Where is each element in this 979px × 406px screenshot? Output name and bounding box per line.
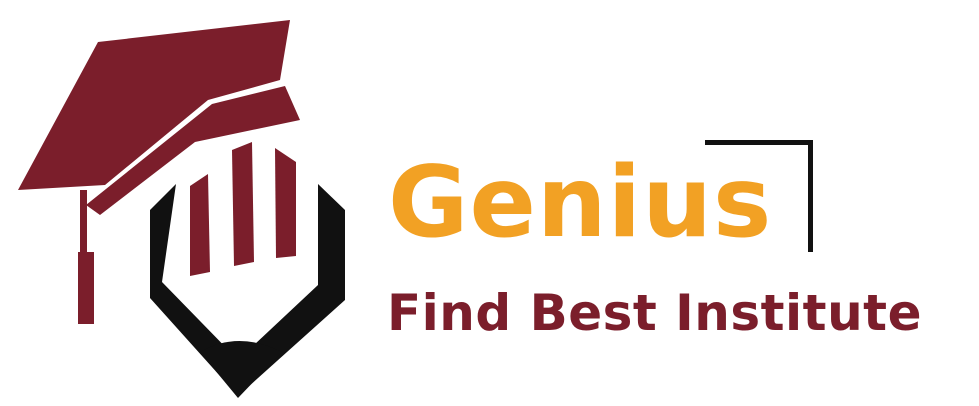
- bar-3: [275, 148, 296, 258]
- pencil-tip: [200, 341, 282, 398]
- bar-1: [190, 174, 210, 276]
- tassel-cord: [80, 190, 87, 252]
- tassel: [78, 252, 94, 324]
- corner-bracket: [705, 140, 813, 252]
- brand-tagline: Find Best Institute: [387, 284, 922, 342]
- cap-board: [18, 20, 290, 190]
- cap-band: [86, 86, 300, 215]
- graduation-cap-pencil-icon: [18, 20, 345, 398]
- bar-2: [232, 142, 254, 266]
- brand-name: Genius: [388, 146, 773, 260]
- pencil-outline: [150, 184, 345, 396]
